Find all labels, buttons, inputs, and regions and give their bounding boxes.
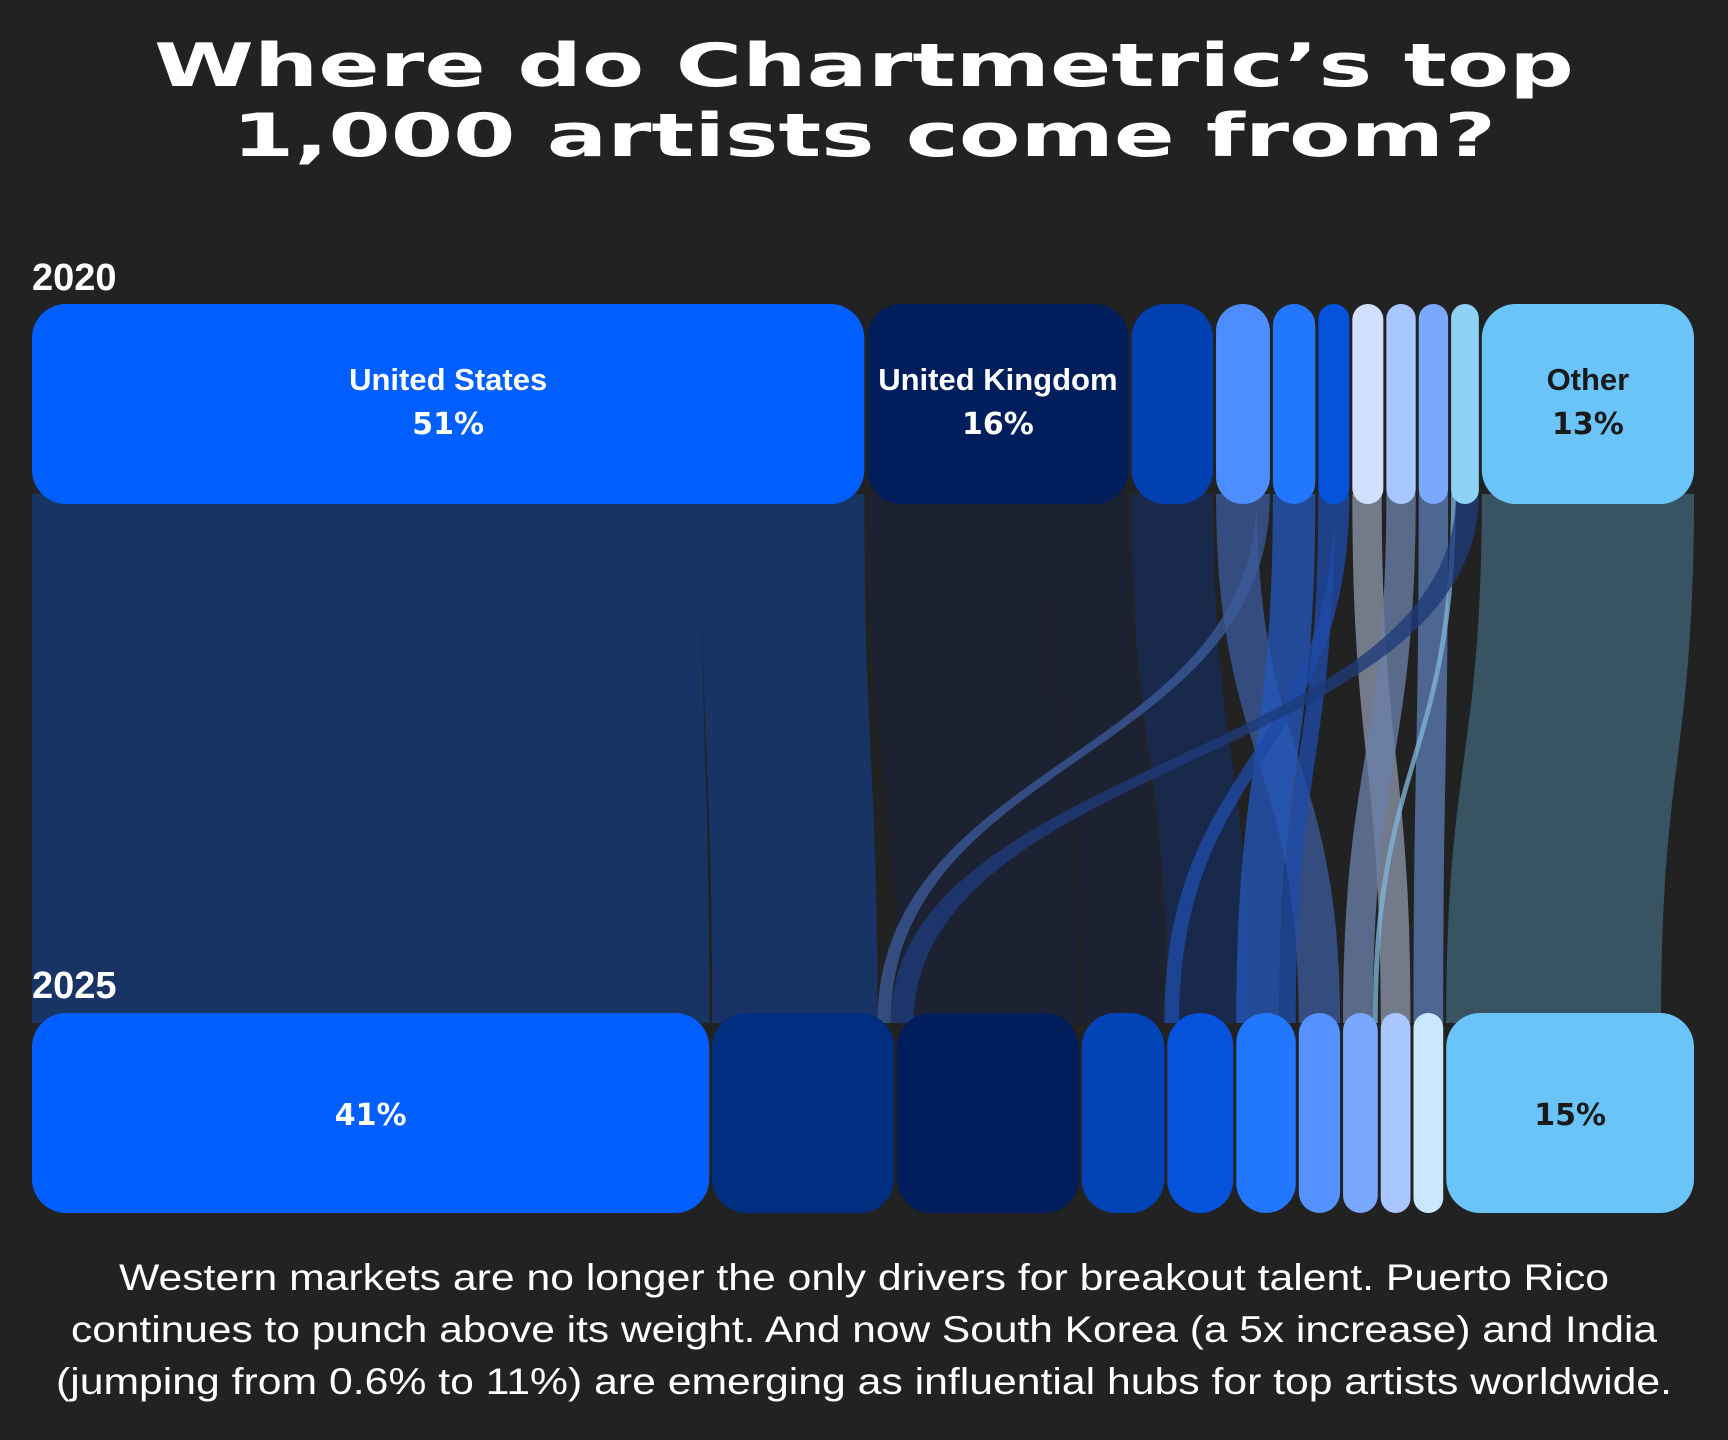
flow-c10-to-c3 [890, 494, 1479, 1023]
year-label-2020: 2020 [32, 257, 117, 299]
flow-c10-to-c9 [1372, 494, 1456, 1023]
flow-c5-to-c4 [1236, 494, 1316, 1023]
node-2025-c7 [1380, 1013, 1411, 1213]
node-value-2020-uk: 16% [962, 407, 1034, 442]
node-2020-c7 [1352, 304, 1384, 504]
node-2020-other [1481, 304, 1694, 504]
node-2020-c6 [1318, 304, 1350, 504]
flow-us-to-us [32, 494, 710, 1023]
node-2020-c5 [1272, 304, 1316, 504]
caption-line-3: (jumping from 0.6% to 11%) are emerging … [56, 1361, 1672, 1402]
node-2020-c8 [1386, 304, 1416, 504]
flow-c6-to-c6 [1164, 494, 1350, 1023]
node-label-2020-other: Other [1547, 362, 1630, 397]
node-2025-c5 [1167, 1013, 1234, 1213]
node-2025-c9 [1343, 1013, 1378, 1213]
node-2020-c10 [1451, 304, 1479, 504]
chart-title-line-2: 1,000 artists come from? [232, 101, 1496, 171]
caption-line-2: continues to punch above its weight. And… [71, 1309, 1657, 1350]
node-value-2020-us: 51% [412, 407, 484, 442]
flow-layer [32, 494, 1694, 1023]
node-2025-other [1446, 1013, 1694, 1213]
node-layer: United States 51% United Kingdom 16% Other 13… [32, 304, 1694, 1213]
node-2025-c10 [1413, 1013, 1444, 1213]
node-2025-c8 [1298, 1013, 1341, 1213]
node-2020-c9 [1418, 304, 1449, 504]
flow-c9-to-c10 [1413, 494, 1449, 1023]
node-2020-c3 [1131, 304, 1214, 504]
node-2025-us [32, 1013, 710, 1213]
node-2020-c4 [1216, 304, 1270, 504]
node-label-2020-us: United States [349, 362, 547, 397]
node-2025-uk [896, 1013, 1079, 1213]
node-value-2020-other: 13% [1552, 407, 1624, 442]
flow-uk-to-c6 [1046, 494, 1165, 1023]
node-2025-c6 [1081, 1013, 1165, 1213]
node-value-2025-other: 15% [1534, 1098, 1606, 1133]
flow-us-to-c3 [701, 494, 878, 1023]
node-2025-c4 [1236, 1013, 1296, 1213]
node-label-2020-uk: United Kingdom [878, 362, 1117, 397]
year-label-2025: 2025 [32, 965, 117, 1007]
node-value-2025-us: 41% [335, 1098, 407, 1133]
node-2020-us [32, 304, 865, 504]
flow-c4-to-c3 [877, 494, 1270, 1023]
node-2020-uk [867, 304, 1129, 504]
node-2025-c3 [712, 1013, 894, 1213]
flow-other-to-other [1446, 494, 1694, 1023]
chart-title-line-1: Where do Chartmetric’s top [154, 31, 1574, 101]
caption-line-1: Western markets are no longer the only d… [119, 1257, 1609, 1298]
